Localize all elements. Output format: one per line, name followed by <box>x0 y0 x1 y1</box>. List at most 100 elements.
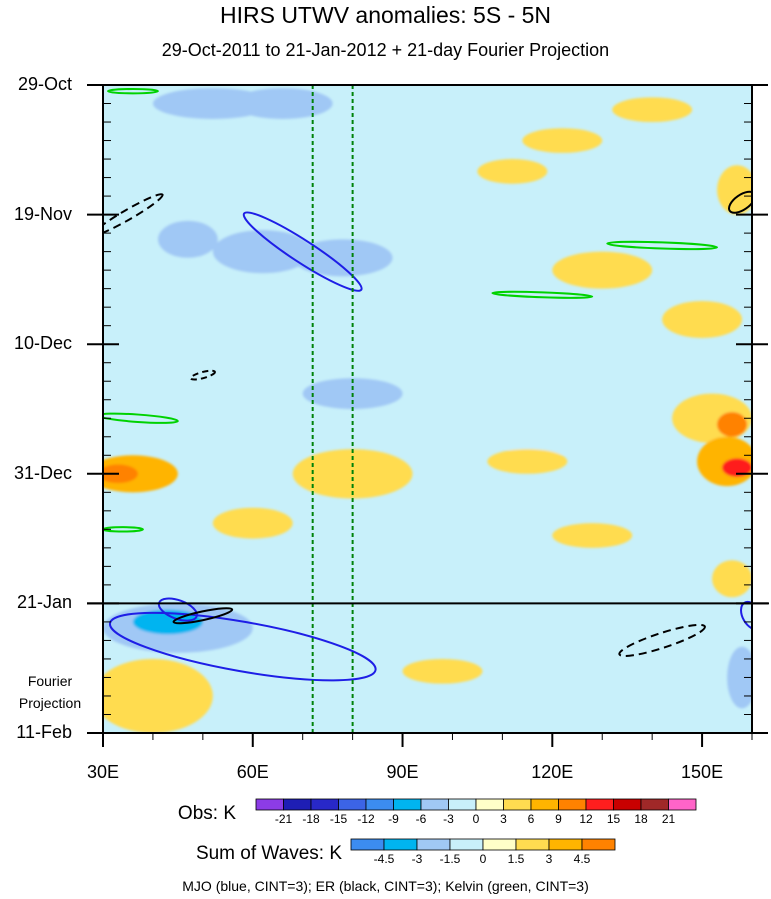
x-tick-label: 60E <box>236 762 269 782</box>
obs-colorbar-swatch <box>558 798 587 811</box>
projection-field <box>103 603 752 733</box>
obs-colorbar-swatch <box>585 798 614 811</box>
obs-colorbar-swatch <box>503 798 532 811</box>
obs-colorbar-swatch <box>365 798 394 811</box>
obs-colorbar-label: -3 <box>443 812 454 826</box>
obs-field-background <box>103 85 752 604</box>
obs-anomaly-patch <box>432 402 513 434</box>
obs-anomaly-patch <box>412 276 493 314</box>
x-tick-label: 30E <box>86 762 120 782</box>
y-tick-label: 31-Dec <box>13 462 72 483</box>
obs-colorbar-label: 9 <box>555 812 562 826</box>
obs-anomaly-patch <box>103 455 178 493</box>
obs-anomaly-patch <box>722 458 752 477</box>
projection-anomaly-patch <box>327 609 578 647</box>
x-tick-label: 90E <box>386 762 419 782</box>
obs-colorbar-swatch <box>283 798 312 811</box>
obs-colorbar-swatch <box>393 798 422 811</box>
obs-anomaly-patch <box>202 134 283 160</box>
obs-anomaly-patch <box>232 88 333 119</box>
waves-colorbar-label: 1.5 <box>507 852 525 866</box>
obs-anomaly-patch <box>337 171 398 221</box>
waves-colorbar-label: 4.5 <box>573 852 591 866</box>
obs-colorbar-swatch <box>475 798 504 811</box>
waves-colorbar-label: 0 <box>479 852 487 866</box>
obs-colorbar-label: 0 <box>472 812 480 826</box>
obs-colorbar-swatch <box>338 798 367 811</box>
obs-colorbar-swatch <box>420 798 449 811</box>
obs-anomaly-patch <box>552 523 633 548</box>
kelvin-contour <box>491 290 594 299</box>
obs-anomaly-patch <box>103 165 253 252</box>
obs-anomaly-patch <box>487 449 568 474</box>
obs-colorbar-swatch <box>255 798 284 811</box>
obs-colorbar-label: 3 <box>500 812 507 826</box>
waves-colorbar-swatch <box>548 838 583 851</box>
kelvin-contour <box>606 240 719 251</box>
obs-colorbar-label: -21 <box>274 812 293 826</box>
projection-anomaly-patch <box>627 621 752 684</box>
obs-anomaly-patch <box>122 554 223 604</box>
chart-subtitle: 29-Oct-2011 to 21-Jan-2012 + 21-day Four… <box>161 40 610 60</box>
obs-anomaly-patch <box>712 560 752 598</box>
er-contour <box>189 369 216 381</box>
waves-colorbar-swatch <box>482 838 517 851</box>
obs-anomaly-patch <box>477 159 548 184</box>
er-contour <box>618 623 706 657</box>
obs-anomaly-patch <box>662 301 743 339</box>
obs-colorbar-label: 15 <box>606 812 621 826</box>
waves-colorbar-label: 3 <box>545 852 553 866</box>
er-contour <box>172 607 234 625</box>
kelvin-contour <box>103 412 179 424</box>
obs-colorbar-label: 21 <box>661 812 676 826</box>
x-tick-label: 150E <box>681 762 724 782</box>
waves-colorbar-swatch <box>416 838 451 851</box>
obs-colorbar-label: -15 <box>329 812 348 826</box>
waves-colorbar-title: Sum of Waves: K <box>195 843 342 864</box>
y-tick-label: 21-Jan <box>16 592 72 613</box>
obs-anomaly-patch <box>292 239 393 277</box>
obs-colorbar-swatch <box>530 798 559 811</box>
obs-anomaly-patch <box>157 220 218 258</box>
obs-colorbar-swatch <box>310 798 339 811</box>
obs-anomaly-patch <box>212 479 293 505</box>
kelvin-contour <box>103 526 144 533</box>
x-tick-label: 120E <box>531 762 574 782</box>
er-contour <box>728 190 752 214</box>
obs-colorbar-label: -6 <box>415 812 427 826</box>
obs-anomaly-patch <box>367 171 488 258</box>
er-contour <box>103 193 164 237</box>
obs-colorbar-swatch <box>640 798 669 811</box>
y-tick-label: 11-Feb <box>16 722 72 742</box>
obs-colorbar-title: Obs: K <box>177 803 236 824</box>
waves-colorbar-label: -3 <box>411 852 423 866</box>
waves-colorbar-swatch <box>581 838 616 851</box>
projection-anomaly-patch <box>103 658 213 733</box>
obs-field <box>103 88 752 604</box>
waves-colorbar-swatch <box>449 838 484 851</box>
waves-colorbar-swatch <box>350 838 385 851</box>
obs-anomaly-patch <box>552 251 653 289</box>
projection-label: Fourier Projection <box>5 670 95 714</box>
obs-anomaly-patch <box>612 97 693 123</box>
waves-colorbar-label: -1.5 <box>439 852 461 866</box>
projection-label-word: Projection <box>18 695 82 711</box>
obs-colorbar-swatch <box>613 798 642 811</box>
y-tick-label: 29-Oct <box>17 74 72 94</box>
waves-colorbar-swatch <box>383 838 418 851</box>
wave-contour-legend: MJO (blue, CINT=3); ER (black, CINT=3); … <box>182 878 589 894</box>
projection-anomaly-patch <box>727 646 752 709</box>
kelvin-contour <box>106 88 159 95</box>
obs-anomaly-patch <box>103 464 138 484</box>
obs-anomaly-patch <box>212 230 313 274</box>
obs-anomaly-patch <box>522 128 603 153</box>
obs-anomaly-patch <box>377 529 478 579</box>
obs-colorbar-label: -9 <box>388 812 399 826</box>
obs-colorbar-swatch <box>448 798 477 811</box>
y-tick-label: 19-Nov <box>13 203 72 224</box>
obs-colorbar-label: 6 <box>527 812 535 826</box>
obs-colorbar-label: -12 <box>357 812 375 826</box>
projection-label-word: Fourier <box>27 673 73 689</box>
mjo-contour <box>242 211 363 292</box>
